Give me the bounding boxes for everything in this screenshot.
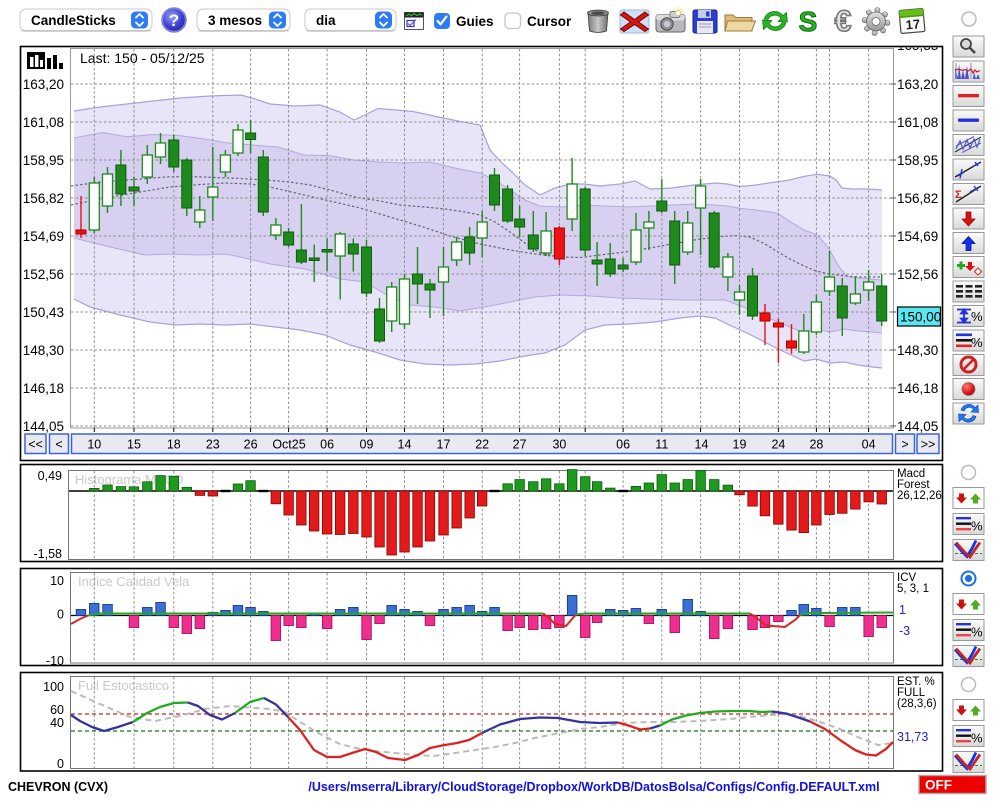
svg-text:156,82: 156,82 — [23, 191, 64, 206]
svg-text:06: 06 — [320, 438, 334, 452]
svg-text:>>: >> — [921, 438, 936, 452]
svg-text:Indice Calidad Vela: Indice Calidad Vela — [78, 574, 190, 589]
svg-text:/Users/mserra/Library/CloudSto: /Users/mserra/Library/CloudStorage/Dropb… — [308, 780, 879, 794]
svg-text:158,95: 158,95 — [23, 153, 64, 168]
svg-text:06: 06 — [616, 438, 630, 452]
svg-text:Last: 150 - 05/12/25: Last: 150 - 05/12/25 — [80, 50, 205, 66]
svg-text:163,20: 163,20 — [897, 77, 938, 92]
svg-text:14: 14 — [695, 438, 709, 452]
svg-text:%: % — [971, 625, 983, 640]
svg-text:17: 17 — [905, 16, 921, 32]
svg-text:17: 17 — [437, 438, 451, 452]
svg-text:10: 10 — [50, 574, 64, 588]
svg-text:Forest: Forest — [897, 479, 930, 491]
svg-text:150,00: 150,00 — [900, 310, 941, 325]
svg-text:€: € — [835, 5, 852, 38]
svg-text:31,73: 31,73 — [897, 730, 928, 744]
svg-text:40: 40 — [50, 716, 64, 730]
svg-text:Oct25: Oct25 — [272, 438, 305, 452]
svg-text:%: % — [971, 309, 983, 324]
svg-text:156,82: 156,82 — [897, 191, 938, 206]
svg-text:5, 3, 1: 5, 3, 1 — [897, 583, 929, 595]
svg-text:152,56: 152,56 — [897, 267, 938, 282]
svg-text:11: 11 — [655, 438, 668, 452]
svg-text:30: 30 — [552, 438, 566, 452]
svg-text:<: < — [55, 438, 62, 452]
svg-text:27: 27 — [513, 438, 527, 452]
svg-text:3 mesos: 3 mesos — [208, 13, 262, 28]
svg-text:-10: -10 — [46, 654, 64, 668]
svg-text:Histograma MACD: Histograma MACD — [75, 472, 183, 487]
svg-text:OFF: OFF — [925, 778, 952, 793]
svg-text:154,69: 154,69 — [897, 229, 938, 244]
svg-text:26,12,26: 26,12,26 — [897, 490, 942, 502]
svg-text:23: 23 — [206, 438, 220, 452]
svg-text:<<: << — [28, 438, 43, 452]
svg-text:28: 28 — [809, 438, 823, 452]
svg-text:0: 0 — [57, 608, 64, 622]
svg-text:Guies: Guies — [456, 14, 494, 29]
svg-text:22: 22 — [475, 438, 489, 452]
svg-text:161,08: 161,08 — [897, 115, 938, 130]
svg-text:144,05: 144,05 — [23, 419, 64, 434]
svg-text:-3: -3 — [899, 624, 910, 638]
svg-text:10: 10 — [87, 438, 101, 452]
svg-text:146,18: 146,18 — [23, 381, 64, 396]
svg-text:0,49: 0,49 — [38, 469, 62, 483]
svg-text:163,20: 163,20 — [23, 77, 64, 92]
svg-text:158,95: 158,95 — [897, 153, 938, 168]
svg-text:26: 26 — [244, 438, 258, 452]
svg-text:%: % — [971, 519, 983, 534]
svg-text:%: % — [971, 335, 983, 350]
svg-text:18: 18 — [167, 438, 181, 452]
svg-text:165,33: 165,33 — [897, 38, 938, 53]
svg-text:Macd: Macd — [897, 468, 925, 480]
svg-text:146,18: 146,18 — [897, 381, 938, 396]
svg-text:150,43: 150,43 — [23, 305, 64, 320]
svg-text:14: 14 — [398, 438, 412, 452]
svg-text:09: 09 — [360, 438, 374, 452]
svg-text:(28,3,6): (28,3,6) — [897, 698, 937, 710]
svg-text:19: 19 — [733, 438, 747, 452]
svg-text:S: S — [799, 6, 818, 37]
svg-text:148,30: 148,30 — [23, 343, 64, 358]
svg-text:60: 60 — [50, 703, 64, 717]
svg-text:Cursor: Cursor — [527, 14, 572, 29]
svg-text:-1,58: -1,58 — [34, 547, 63, 561]
svg-text:154,69: 154,69 — [23, 229, 64, 244]
svg-text:148,30: 148,30 — [897, 343, 938, 358]
svg-text:24: 24 — [771, 438, 785, 452]
svg-text:0: 0 — [57, 757, 64, 771]
svg-text:1: 1 — [899, 603, 906, 617]
svg-text:CHEVRON (CVX): CHEVRON (CVX) — [8, 780, 108, 794]
svg-text:Σ: Σ — [955, 189, 962, 201]
svg-text:EST. %: EST. % — [897, 676, 935, 688]
svg-text:04: 04 — [862, 438, 876, 452]
svg-text:144,05: 144,05 — [897, 419, 938, 434]
svg-text:Full Estocastico: Full Estocastico — [78, 678, 169, 693]
svg-text:15: 15 — [127, 438, 141, 452]
svg-text:CandleSticks: CandleSticks — [31, 13, 116, 28]
svg-text:161,08: 161,08 — [23, 115, 64, 130]
svg-text:%: % — [971, 731, 983, 746]
svg-text:ICV: ICV — [897, 572, 917, 584]
svg-text:?: ? — [169, 11, 179, 30]
svg-text:100: 100 — [43, 680, 64, 694]
svg-text:152,56: 152,56 — [23, 267, 64, 282]
svg-text:dia: dia — [316, 13, 336, 28]
svg-text:FULL: FULL — [897, 687, 926, 699]
svg-text:>: > — [901, 438, 908, 452]
